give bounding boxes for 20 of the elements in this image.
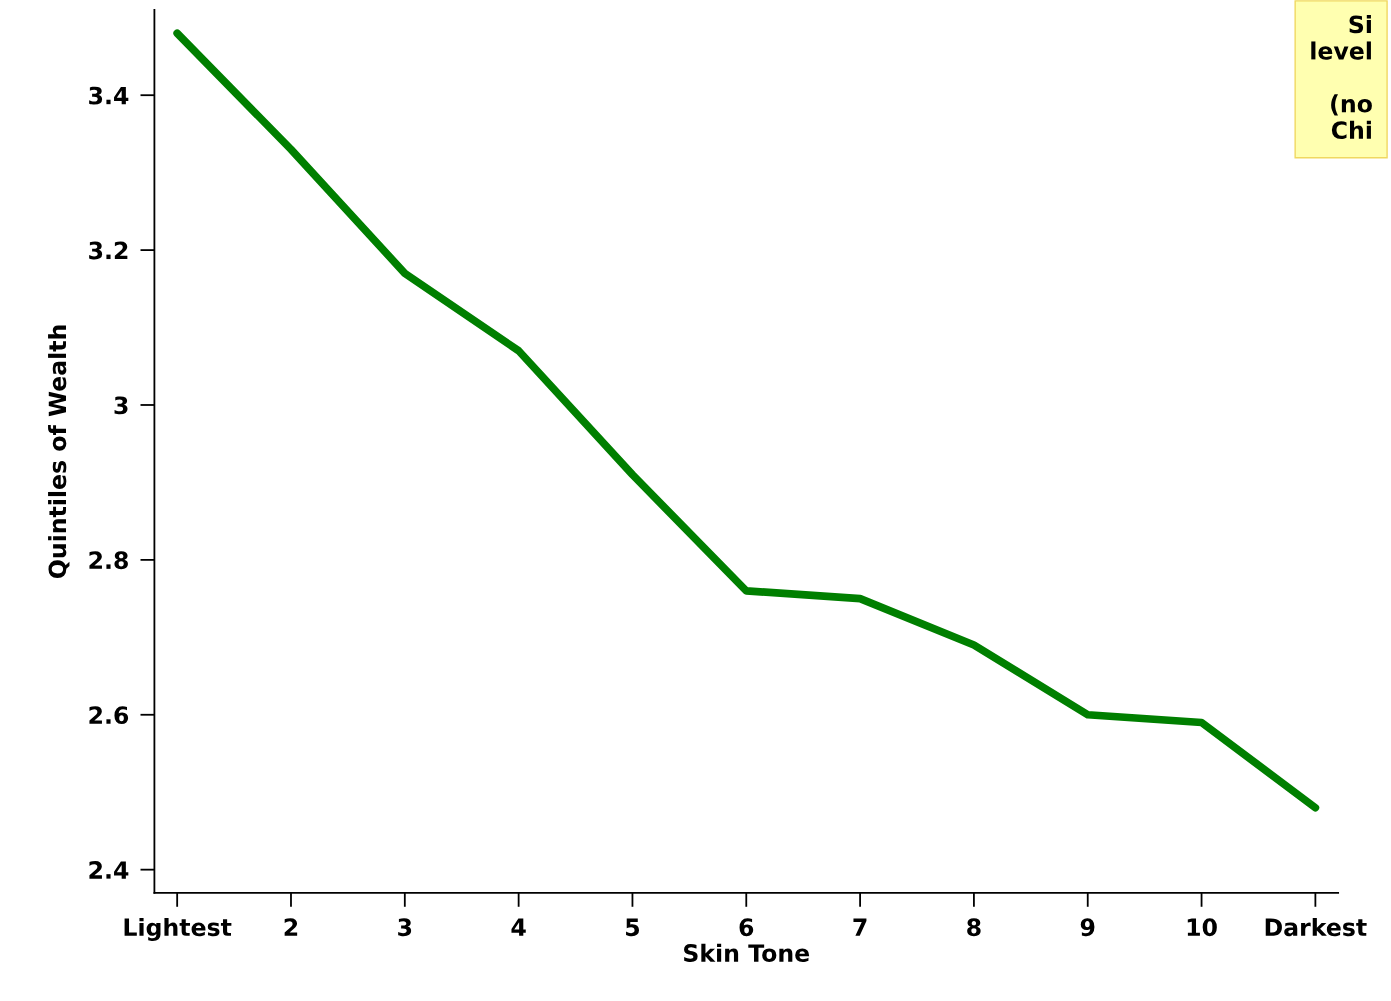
x-tick-label: 10 (1187, 918, 1217, 937)
x-tick-label: 7 (853, 918, 867, 936)
x-tick-label: 8 (967, 918, 981, 937)
x-axis-title: Skin Tone (684, 943, 810, 962)
x-tick-label: 9 (1080, 918, 1095, 937)
y-tick-label: 2.8 (89, 551, 128, 570)
y-tick-label: 2.4 (89, 861, 129, 879)
x-tick-label: 6 (739, 918, 754, 937)
x-tick-label: 3 (398, 918, 412, 937)
y-tick-label: 3.2 (89, 241, 128, 260)
text: Si level (no Chi (1311, 15, 1372, 140)
x-tick-label: Lightest (124, 917, 232, 941)
y-tick-label: 3 (114, 396, 128, 415)
y-tick-label: 3.4 (89, 86, 129, 105)
y-tick-label: 2.6 (89, 706, 129, 725)
y-axis-title: Quintiles of Wealth (48, 325, 70, 579)
x-tick-label: Darkest (1265, 917, 1367, 937)
x-tick-label: 4 (511, 918, 526, 936)
x-tick-label: 5 (626, 918, 640, 937)
x-tick-label: 2 (284, 918, 298, 936)
